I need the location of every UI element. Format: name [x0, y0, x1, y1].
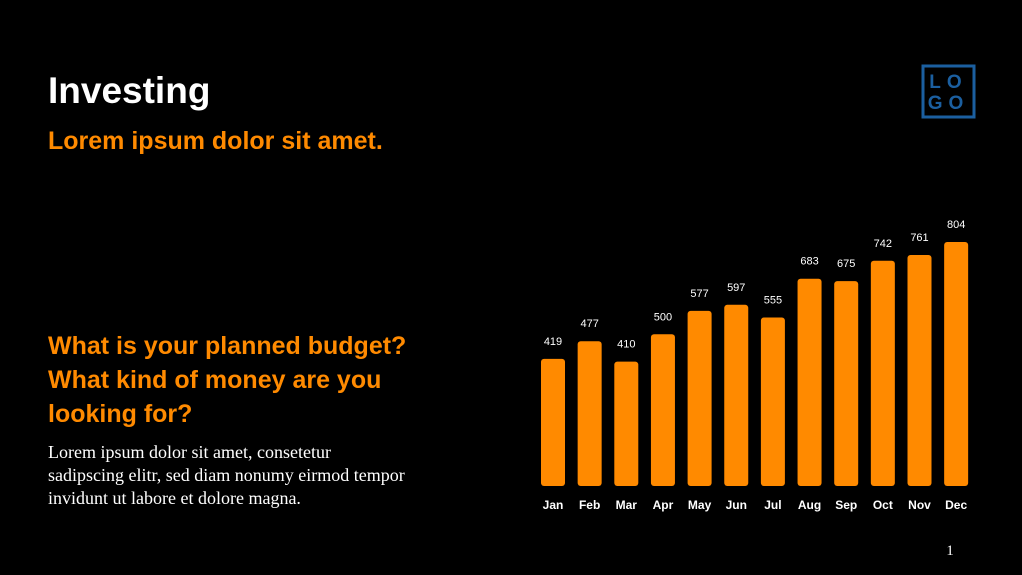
logo-text: GO: [928, 93, 970, 114]
logo-text: LO: [929, 72, 967, 93]
question: What kind of money are you: [48, 366, 381, 394]
x-tick-label: May: [688, 498, 712, 512]
x-tick-label: Feb: [579, 498, 600, 512]
x-tick-label: Sep: [835, 498, 857, 512]
bar: [687, 310, 712, 486]
bar: [541, 358, 565, 486]
value-label: 477: [580, 318, 598, 330]
x-tick-label: Nov: [908, 498, 931, 512]
value-label: 410: [617, 339, 635, 351]
bar: [907, 255, 932, 486]
subtitle: Lorem ipsum dolor sit amet.: [48, 127, 383, 155]
body-text: sadipscing elitr, sed diam nonumy eirmod…: [48, 465, 405, 485]
bar: [760, 317, 785, 486]
body-text: invidunt ut labore et dolore magna.: [48, 488, 301, 508]
value-label: 500: [654, 311, 672, 323]
bar: [614, 361, 639, 486]
question: looking for?: [48, 400, 192, 428]
question: What is your planned budget?: [48, 332, 406, 360]
title: Investing: [48, 70, 210, 111]
x-tick-label: Apr: [653, 498, 674, 512]
value-label: 683: [800, 256, 818, 268]
body-text: Lorem ipsum dolor sit amet, consetetur: [48, 442, 331, 462]
value-label: 597: [727, 282, 745, 294]
value-label: 555: [764, 295, 782, 307]
x-tick-label: Jan: [543, 498, 564, 512]
x-tick-label: Oct: [873, 498, 893, 512]
bar: [797, 278, 822, 486]
bar: [577, 341, 602, 486]
value-label: 761: [910, 232, 928, 244]
x-tick-label: Jun: [726, 498, 747, 512]
value-label: 577: [690, 288, 708, 300]
value-label: 675: [837, 258, 855, 270]
bar: [944, 241, 969, 486]
bar: [834, 281, 859, 486]
bar: [650, 334, 675, 486]
bar: [724, 304, 749, 486]
page-number: 1: [946, 543, 954, 559]
logo-frame: [921, 64, 976, 119]
x-tick-label: Dec: [945, 498, 967, 512]
x-tick-label: Mar: [616, 498, 638, 512]
x-tick-label: Jul: [764, 498, 781, 512]
x-tick-label: Aug: [798, 498, 821, 512]
value-label: 804: [947, 219, 965, 231]
value-label: 742: [874, 238, 892, 250]
bar: [870, 260, 895, 486]
value-label: 419: [544, 336, 562, 348]
